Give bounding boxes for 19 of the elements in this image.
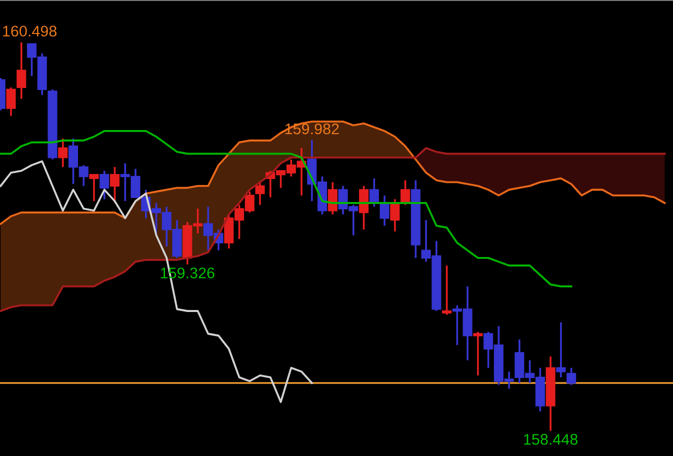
candlestick	[110, 166, 120, 204]
candlestick	[556, 321, 566, 378]
candlestick	[100, 170, 110, 200]
candlestick	[359, 185, 369, 230]
candlestick	[442, 264, 452, 316]
candlestick	[6, 86, 16, 117]
candlestick	[369, 177, 379, 208]
candlestick	[89, 174, 99, 202]
candlestick	[473, 330, 483, 376]
candlestick	[390, 198, 400, 232]
candlestick	[16, 41, 26, 100]
candlestick	[400, 179, 410, 206]
annotation: 158.448	[524, 434, 578, 445]
candlestick	[380, 194, 390, 227]
candlestick	[58, 138, 68, 168]
candlestick	[566, 366, 576, 386]
candlestick	[328, 181, 338, 216]
annotation: 160.498	[3, 26, 57, 37]
candlestick	[255, 181, 265, 206]
